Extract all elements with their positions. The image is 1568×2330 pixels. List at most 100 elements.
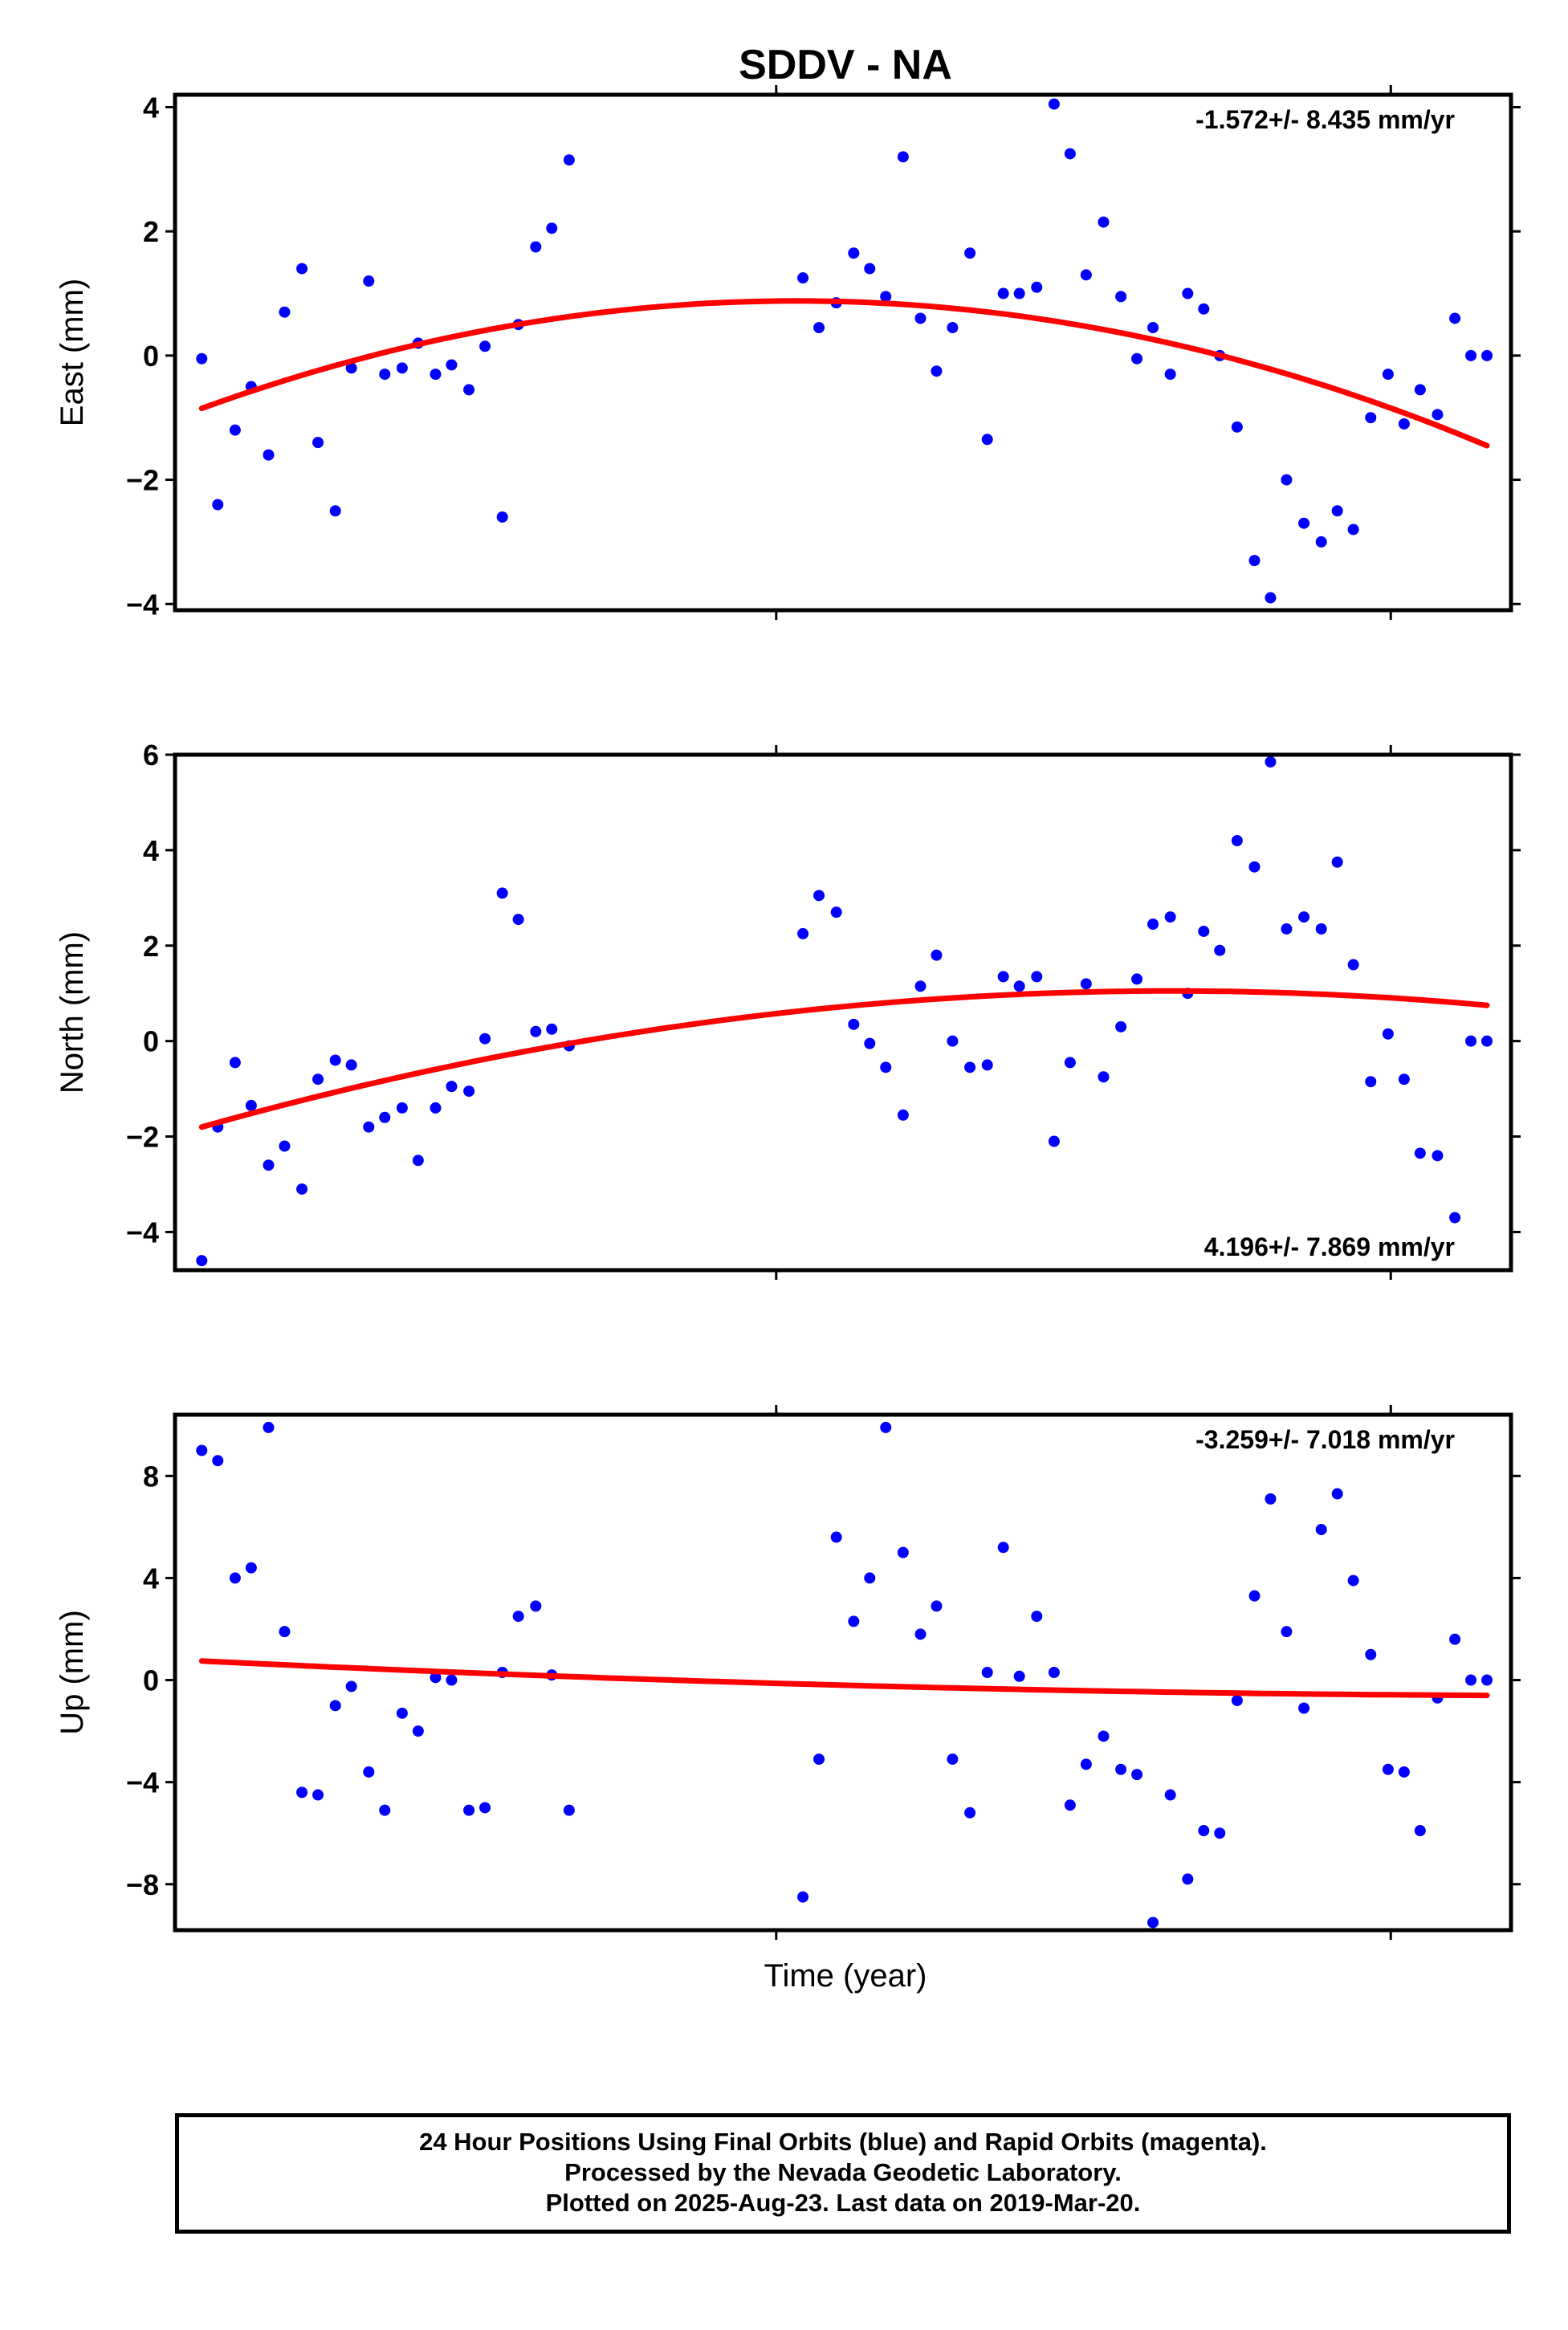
data-point bbox=[1131, 1769, 1143, 1781]
data-point bbox=[1231, 835, 1243, 846]
data-point bbox=[997, 287, 1009, 299]
data-point bbox=[1315, 1524, 1327, 1536]
data-point bbox=[412, 1725, 424, 1737]
data-point bbox=[1449, 1212, 1461, 1224]
data-point bbox=[196, 352, 208, 365]
data-point bbox=[947, 322, 959, 334]
data-point bbox=[1432, 1150, 1444, 1162]
data-point bbox=[1248, 1590, 1261, 1602]
up-panel: −8 −4 0 4 8 Up (mm) -3.259+/- 7.018 mm/yr bbox=[55, 1405, 1521, 1940]
data-point bbox=[329, 505, 341, 517]
data-point bbox=[1198, 303, 1210, 315]
data-point bbox=[964, 1061, 976, 1073]
data-point bbox=[212, 1455, 224, 1467]
data-point bbox=[830, 906, 842, 919]
data-point bbox=[1131, 352, 1143, 365]
data-point bbox=[279, 1626, 291, 1638]
data-point bbox=[1248, 861, 1261, 873]
data-point bbox=[546, 222, 558, 234]
data-point bbox=[1080, 978, 1092, 990]
data-point bbox=[1465, 1035, 1477, 1047]
data-point bbox=[897, 1546, 909, 1558]
data-point bbox=[1013, 287, 1025, 299]
data-point bbox=[263, 1159, 275, 1171]
data-point bbox=[312, 1789, 324, 1801]
data-point bbox=[1365, 1648, 1377, 1660]
y-tick-label: −8 bbox=[126, 1868, 159, 1901]
data-point bbox=[830, 1531, 842, 1543]
rate-annotation: -3.259+/- 7.018 mm/yr bbox=[1195, 1425, 1455, 1454]
data-point bbox=[864, 1572, 876, 1584]
data-point bbox=[463, 1804, 475, 1816]
data-point bbox=[1398, 418, 1410, 430]
data-point bbox=[446, 1674, 458, 1686]
y-tick-label: 8 bbox=[143, 1460, 159, 1493]
data-point bbox=[813, 322, 825, 334]
data-point bbox=[296, 1183, 308, 1195]
data-point bbox=[947, 1754, 959, 1766]
data-point bbox=[848, 1018, 860, 1030]
data-point bbox=[1481, 349, 1493, 361]
data-point bbox=[229, 1572, 241, 1584]
y-tick-label: 4 bbox=[143, 834, 159, 867]
data-point bbox=[1031, 971, 1043, 983]
data-point bbox=[914, 1628, 927, 1640]
data-point bbox=[797, 927, 809, 939]
data-point bbox=[1382, 1763, 1394, 1775]
data-point bbox=[563, 154, 575, 166]
data-point bbox=[1298, 1702, 1310, 1714]
data-point bbox=[1414, 384, 1426, 396]
data-point bbox=[1365, 412, 1377, 424]
data-point bbox=[496, 887, 508, 899]
east-panel: −4 −2 0 2 4 East (mm) -1.572+/- 8.435 mm/yr bbox=[55, 85, 1521, 621]
data-point bbox=[848, 247, 860, 259]
data-point bbox=[363, 1121, 375, 1133]
data-point bbox=[1331, 856, 1343, 868]
data-point bbox=[379, 1804, 391, 1816]
data-point bbox=[931, 365, 943, 377]
data-point bbox=[1064, 1057, 1076, 1069]
data-point bbox=[1331, 1488, 1343, 1500]
y-tick-label: 0 bbox=[143, 1664, 159, 1697]
data-point bbox=[981, 1059, 993, 1071]
data-point bbox=[546, 1023, 558, 1035]
data-point bbox=[363, 275, 375, 287]
data-point bbox=[1198, 925, 1210, 937]
data-point bbox=[263, 1421, 275, 1433]
data-point bbox=[1465, 349, 1477, 361]
data-point bbox=[1098, 1071, 1110, 1083]
data-point bbox=[530, 1025, 542, 1037]
data-point bbox=[981, 1667, 993, 1678]
data-point bbox=[463, 1086, 475, 1098]
data-point bbox=[1315, 923, 1327, 935]
data-point bbox=[296, 263, 308, 275]
data-point bbox=[997, 1542, 1009, 1554]
up-points bbox=[196, 1421, 1493, 1929]
north-panel: −4 −2 0 2 4 6 North (mm) 4.196+/- 7.869 mm/yr bbox=[55, 739, 1521, 1280]
data-point bbox=[396, 362, 408, 374]
data-point bbox=[1031, 1611, 1043, 1623]
y-tick-label: −2 bbox=[126, 464, 159, 497]
data-point bbox=[329, 1054, 341, 1066]
data-point bbox=[1347, 959, 1359, 971]
data-point bbox=[446, 359, 458, 371]
data-point bbox=[1315, 536, 1327, 548]
data-point bbox=[496, 511, 508, 523]
data-point bbox=[196, 1444, 208, 1456]
data-point bbox=[245, 1562, 257, 1574]
data-point bbox=[897, 151, 909, 163]
data-point bbox=[463, 384, 475, 396]
data-point bbox=[1013, 980, 1025, 992]
data-point bbox=[363, 1766, 375, 1778]
data-point bbox=[512, 1611, 524, 1623]
data-point bbox=[1298, 911, 1310, 923]
data-point bbox=[345, 1059, 357, 1071]
data-point bbox=[196, 1255, 208, 1267]
data-point bbox=[263, 449, 275, 461]
data-point bbox=[964, 1807, 976, 1819]
data-point bbox=[880, 1061, 892, 1073]
data-point bbox=[1147, 919, 1159, 931]
data-point bbox=[1198, 1825, 1210, 1837]
y-tick-label: 2 bbox=[143, 215, 159, 248]
plot-frame bbox=[173, 752, 1513, 1273]
